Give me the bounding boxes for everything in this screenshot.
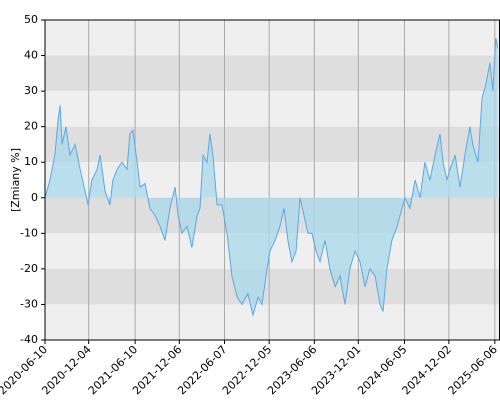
grid-band [45,20,500,56]
grid-band [45,304,500,340]
grid-band [45,126,500,163]
area [45,37,498,316]
y-tick-label: 0 [31,191,38,204]
x-tick-label: 2025-06-06 [446,343,500,397]
y-tick-label: 40 [24,49,38,62]
grid-band [45,55,500,92]
grid-band [45,91,500,127]
y-tick-label: 10 [24,155,38,168]
y-tick-label: 50 [24,13,38,26]
line [45,37,499,318]
y-tick-label: 20 [24,120,38,133]
grid-band [45,268,500,305]
y-axis-label: [Zmiany %] [9,148,22,212]
y-tick-label: -30 [20,297,38,310]
y-tick-label: -40 [20,333,38,346]
y-tick-label: -10 [20,226,38,239]
y-tick-label: -20 [20,262,38,275]
y-tick-label: 30 [24,84,38,97]
